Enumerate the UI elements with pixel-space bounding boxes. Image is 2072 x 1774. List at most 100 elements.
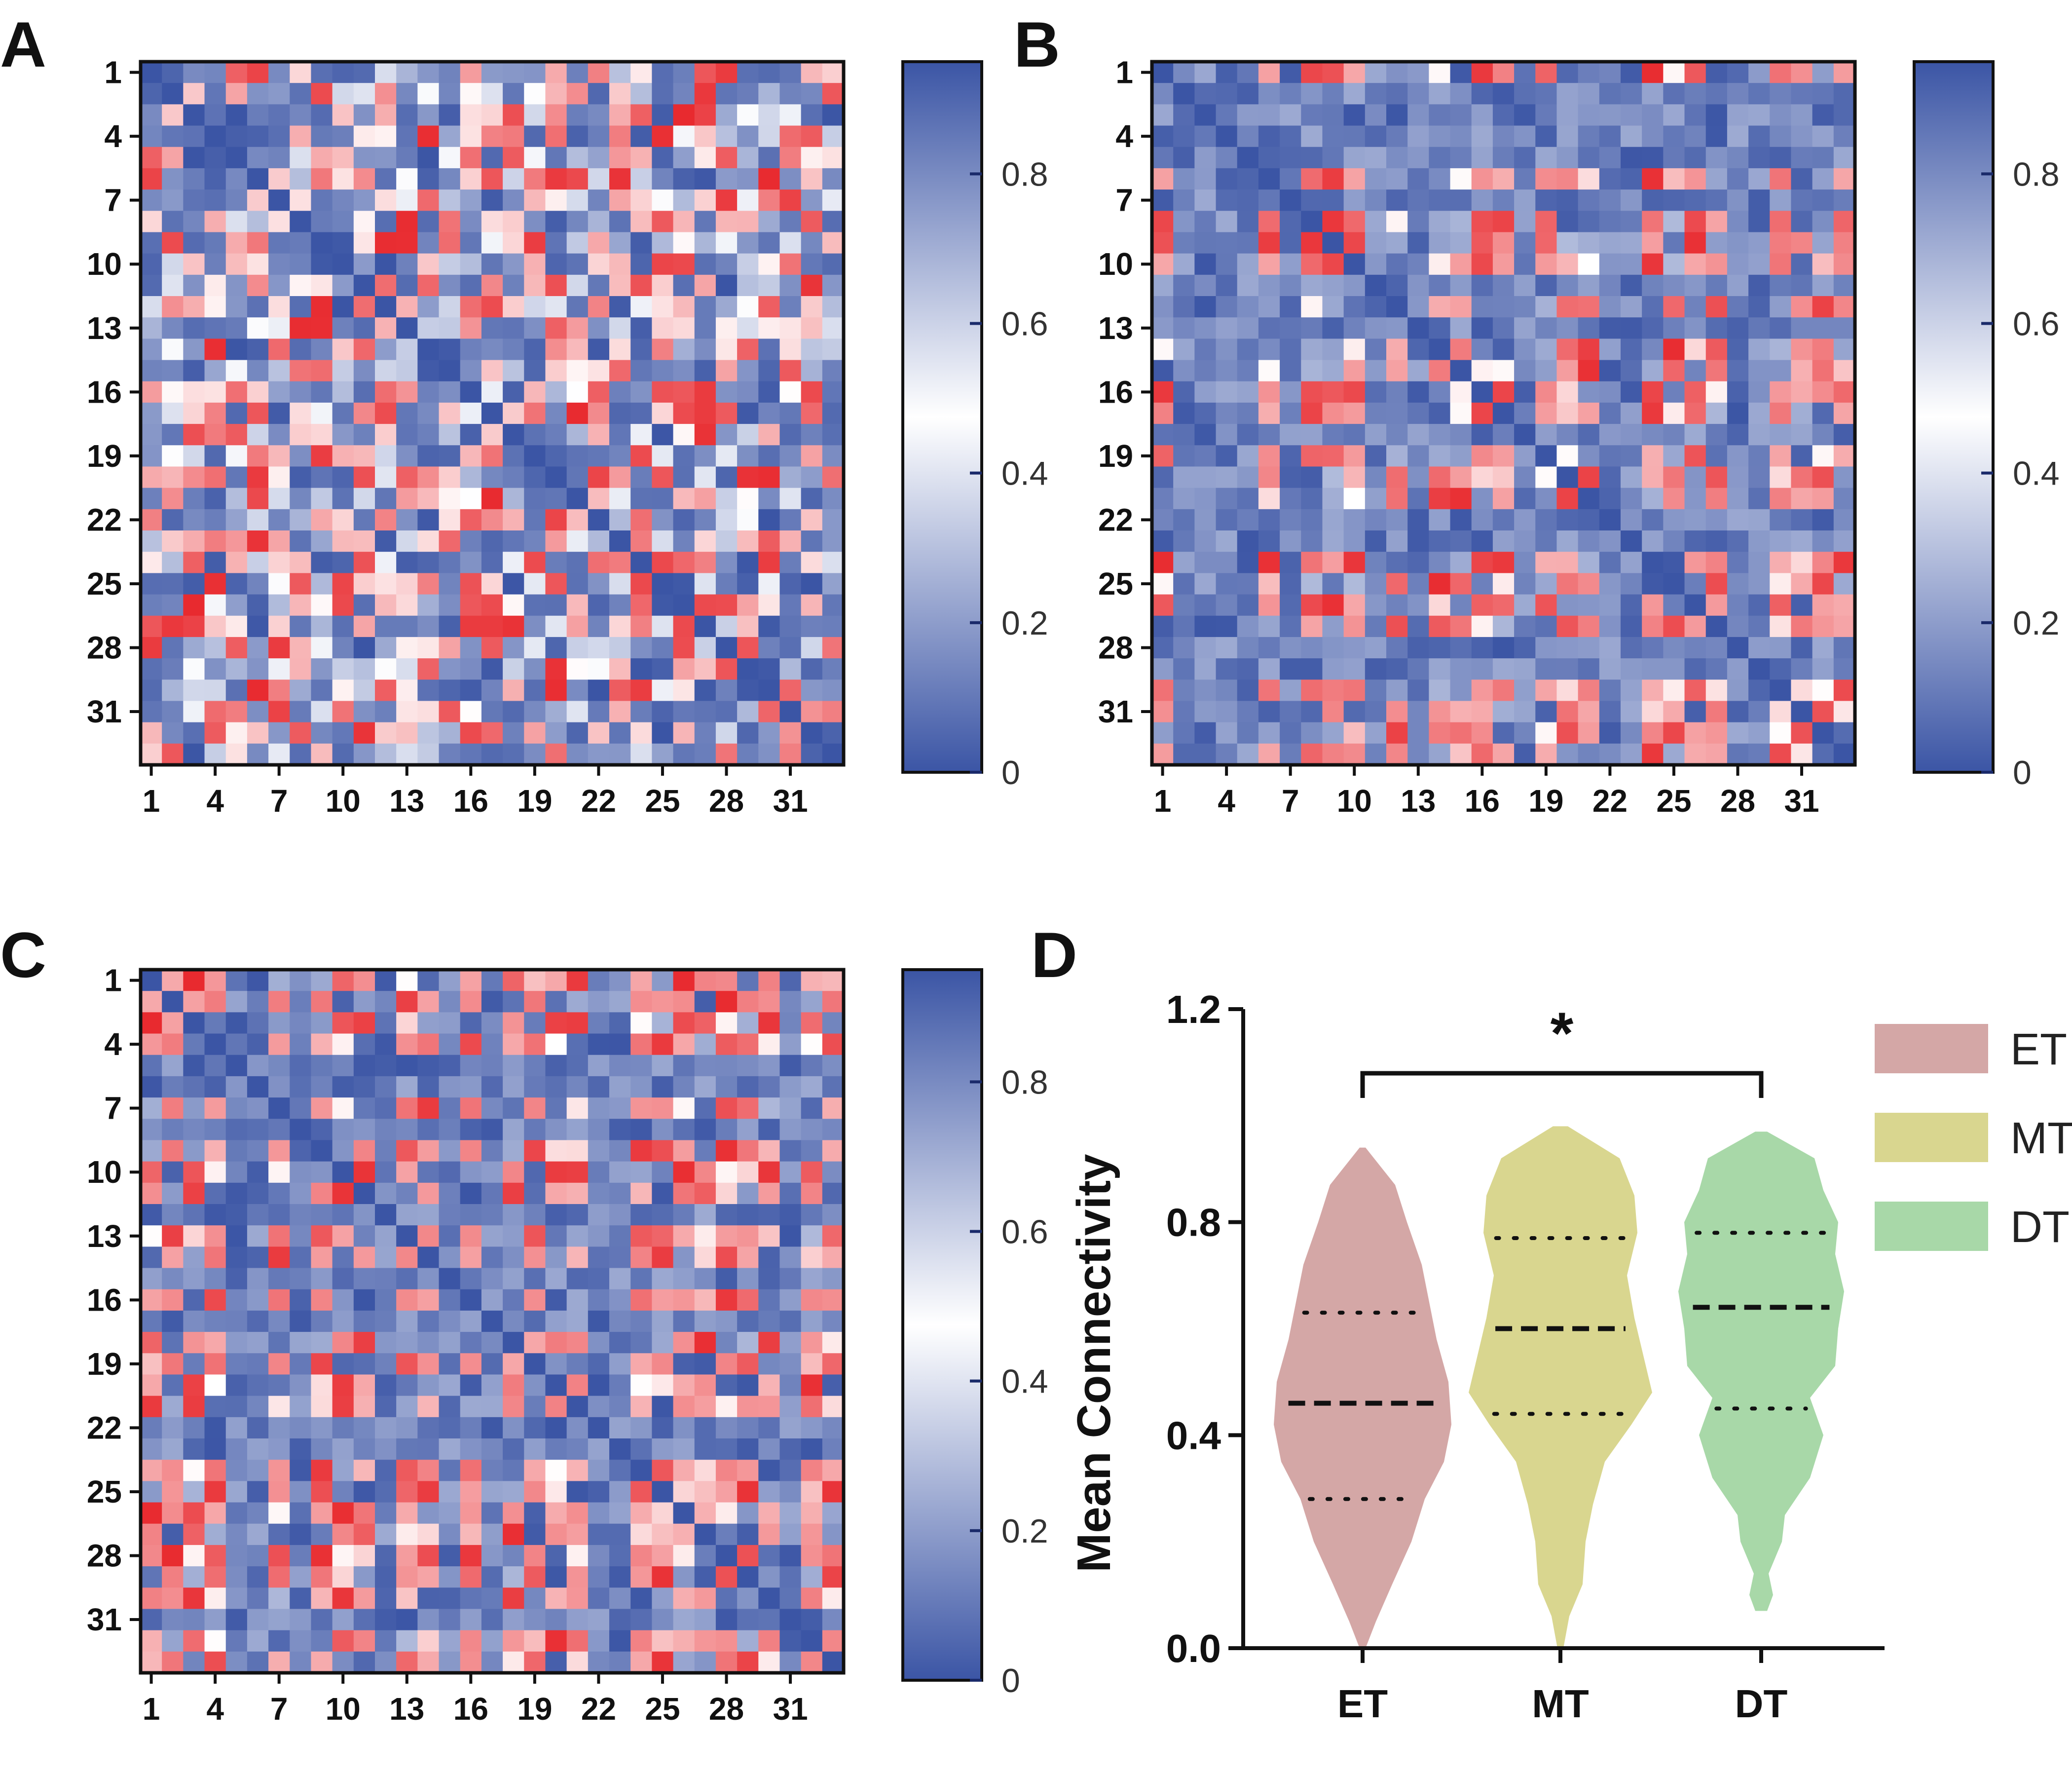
heatmap-cell	[1216, 424, 1238, 446]
heatmap-cell	[1812, 381, 1834, 403]
heatmap-cell	[1791, 339, 1813, 361]
heatmap-cell	[630, 1587, 652, 1610]
heatmap-cell	[524, 253, 546, 275]
heatmap-cell	[1237, 743, 1259, 765]
heatmap-cell	[1301, 466, 1323, 489]
heatmap-cell	[1492, 211, 1515, 233]
heatmap-cell	[822, 296, 844, 318]
heatmap-cell	[1705, 232, 1728, 254]
heatmap-cell	[588, 1609, 610, 1631]
heatmap-cell	[183, 1417, 205, 1439]
heatmap-cell	[588, 1566, 610, 1588]
heatmap-cell	[1216, 211, 1238, 233]
heatmap-cell	[1833, 552, 1855, 573]
heatmap-cell	[204, 1374, 226, 1397]
heatmap-cell	[1833, 104, 1855, 126]
heatmap-cell	[1642, 743, 1664, 765]
heatmap-cell	[524, 991, 546, 1013]
heatmap-cell	[247, 1225, 269, 1247]
heatmap-cell	[247, 1055, 269, 1077]
heatmap-cell	[779, 104, 802, 126]
heatmap-cell	[1535, 168, 1557, 190]
heatmap-cell	[353, 970, 375, 991]
heatmap-cell	[332, 1332, 354, 1354]
heatmap-cell	[1599, 189, 1621, 211]
heatmap-cell	[141, 466, 162, 489]
heatmap-cell	[801, 1609, 823, 1631]
heatmap-cell	[1791, 168, 1813, 190]
heatmap-cell	[1748, 445, 1770, 467]
heatmap-cell	[737, 1289, 759, 1311]
heatmap-cell	[353, 1076, 375, 1098]
heatmap-cell	[1258, 381, 1280, 403]
y-tick-label: 0.0	[1166, 1626, 1221, 1670]
heatmap-cell	[247, 339, 269, 361]
y-tick-label: 19	[1098, 438, 1133, 474]
heatmap-cell	[1833, 296, 1855, 318]
heatmap-cell	[715, 509, 738, 531]
heatmap-cell	[162, 1609, 184, 1631]
heatmap-cell	[417, 722, 440, 744]
heatmap-cell	[141, 1161, 162, 1183]
heatmap-cell	[439, 83, 461, 105]
heatmap-cell	[1280, 701, 1301, 723]
heatmap-cell	[460, 402, 482, 424]
heatmap-cell	[1535, 488, 1557, 510]
heatmap-cell	[822, 445, 844, 467]
heatmap-cell	[1301, 381, 1323, 403]
heatmap-cell	[588, 722, 610, 744]
heatmap-cell	[652, 1246, 674, 1269]
heatmap-cell	[141, 1502, 162, 1524]
heatmap-cell	[822, 1374, 844, 1397]
heatmap-cell	[1216, 552, 1238, 573]
heatmap-cell	[1450, 232, 1472, 254]
heatmap-cell	[758, 1076, 780, 1098]
heatmap-cell	[737, 360, 759, 382]
heatmap-cell	[779, 615, 802, 638]
heatmap-cell	[247, 1630, 269, 1652]
heatmap-cell	[162, 1353, 184, 1375]
heatmap-cell	[396, 1033, 418, 1056]
heatmap-cell	[1599, 637, 1621, 659]
heatmap-cell	[290, 1417, 312, 1439]
heatmap-cell	[1833, 317, 1855, 339]
heatmap-cell	[609, 509, 631, 531]
panel-label-a: A	[0, 8, 46, 80]
heatmap-cell	[630, 168, 652, 190]
heatmap-cell	[737, 658, 759, 680]
heatmap-cell	[1748, 274, 1770, 297]
heatmap-cell	[1343, 168, 1366, 190]
heatmap-cell	[524, 1268, 546, 1290]
heatmap-cell	[204, 1268, 226, 1290]
heatmap-cell	[503, 125, 524, 148]
heatmap-cell	[1322, 701, 1344, 723]
heatmap-cell	[1386, 488, 1408, 510]
heatmap-cell	[1514, 147, 1536, 169]
x-tick-label: 19	[517, 783, 552, 819]
heatmap-cell	[652, 1438, 674, 1460]
heatmap-cell	[801, 991, 823, 1013]
heatmap-cell	[1343, 62, 1366, 83]
heatmap-cell	[1301, 530, 1323, 552]
heatmap-cell	[183, 296, 205, 318]
heatmap-cell	[439, 317, 461, 339]
heatmap-cell	[481, 1587, 503, 1610]
heatmap-cell	[1258, 402, 1280, 424]
heatmap-cell	[1535, 573, 1557, 595]
heatmap-cell	[1386, 296, 1408, 318]
heatmap-cell	[183, 1332, 205, 1354]
heatmap-cell	[332, 1033, 354, 1056]
heatmap-cell	[737, 274, 759, 297]
heatmap-cell	[694, 168, 716, 190]
heatmap-cell	[588, 274, 610, 297]
heatmap-cell	[1386, 573, 1408, 595]
heatmap-cell	[332, 1651, 354, 1673]
heatmap-cell	[481, 1396, 503, 1418]
heatmap-cell	[481, 1161, 503, 1183]
heatmap-cell	[1663, 125, 1685, 148]
heatmap-cell	[1471, 339, 1493, 361]
heatmap-cell	[524, 1225, 546, 1247]
heatmap-cell	[1791, 232, 1813, 254]
heatmap-cell	[375, 552, 397, 573]
heatmap-cell	[1599, 594, 1621, 616]
